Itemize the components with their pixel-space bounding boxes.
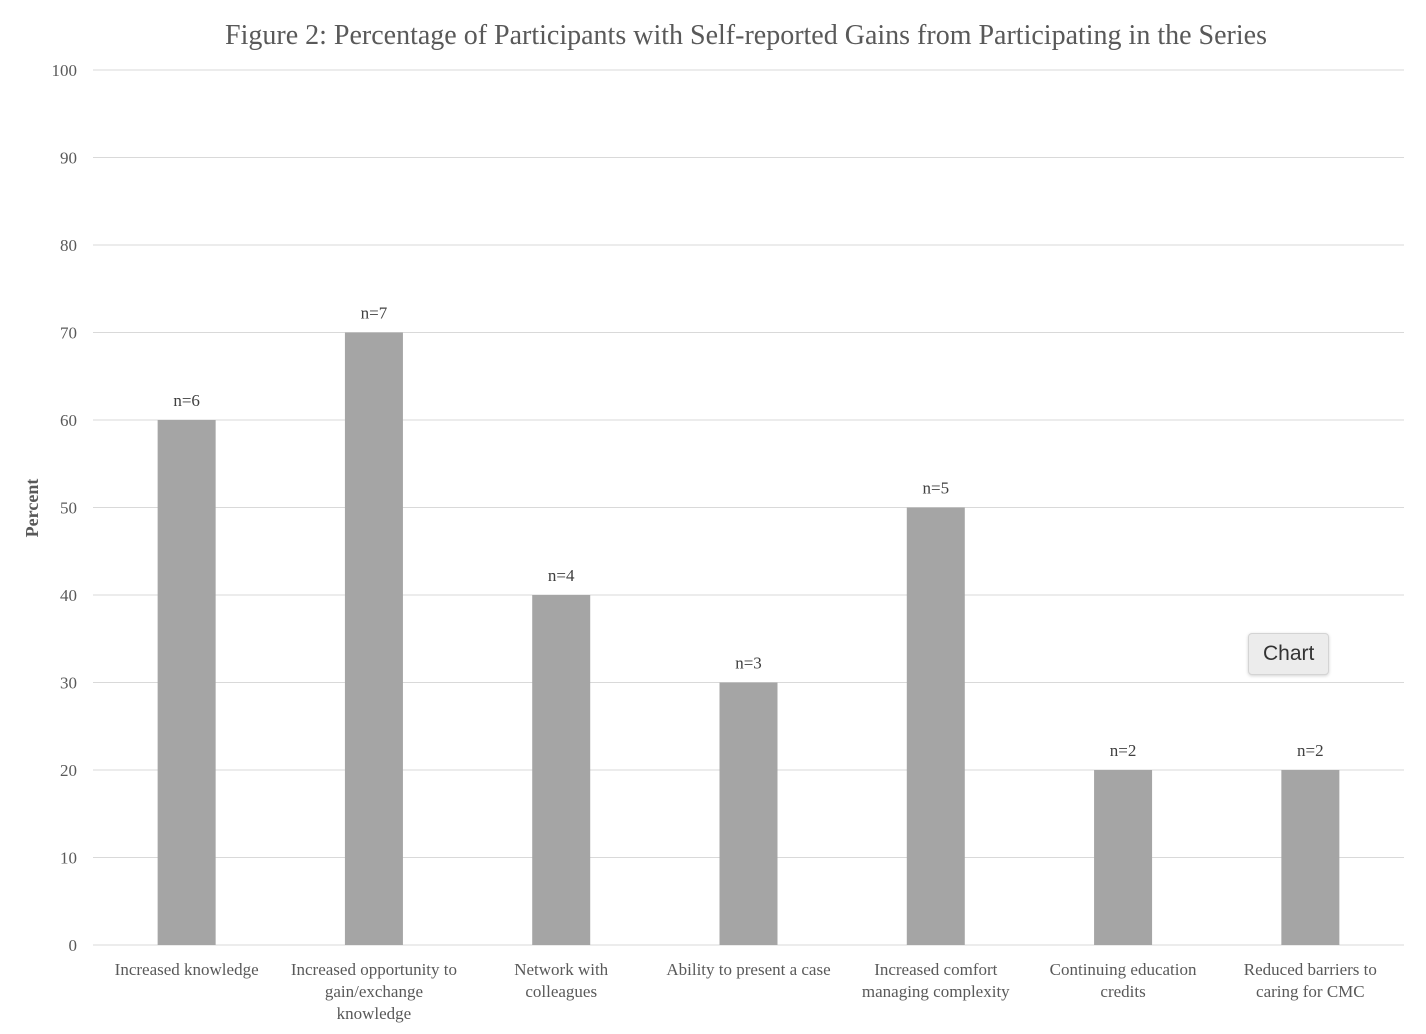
y-tick-label: 80: [60, 236, 77, 255]
x-category-label-line: gain/exchange: [325, 982, 423, 1001]
x-category-label-line: Increased opportunity to: [291, 960, 457, 979]
data-labels: n=6 n=7 n=4 n=3 n=5 n=2 n=2: [173, 304, 1323, 761]
x-category-label-line: Reduced barriers to: [1244, 960, 1377, 979]
bar: [719, 682, 778, 945]
x-category-label-line: Continuing education: [1050, 960, 1197, 979]
bars: [157, 332, 1340, 945]
y-tick-label: 40: [60, 586, 77, 605]
bar: [344, 332, 403, 945]
x-category-label: Increased knowledge: [115, 960, 259, 979]
bar: [1281, 770, 1340, 945]
x-category-label-line: Increased comfort: [874, 960, 997, 979]
y-axis-ticks: 0 10 20 30 40 50 60 70 80 90 100: [52, 61, 78, 955]
x-category-label-line: Increased knowledge: [115, 960, 259, 979]
y-tick-label: 70: [60, 324, 77, 343]
bar: [906, 507, 965, 945]
y-tick-label: 60: [60, 411, 77, 430]
data-label: n=3: [735, 654, 762, 673]
data-label: n=2: [1110, 741, 1137, 760]
x-category-label-line: Ability to present a case: [666, 960, 830, 979]
x-axis-categories: Increased knowledge Increased opportunity…: [115, 960, 1377, 1023]
x-category-label: Increased comfort managing complexity: [862, 960, 1010, 1001]
x-category-label: Increased opportunity to gain/exchange kno…: [291, 960, 457, 1023]
x-category-label-line: caring for CMC: [1256, 982, 1365, 1001]
x-category-label-line: managing complexity: [862, 982, 1010, 1001]
data-label: n=6: [173, 391, 200, 410]
x-category-label-line: Network with: [514, 960, 608, 979]
data-label: n=4: [548, 566, 575, 585]
data-label: n=5: [922, 479, 949, 498]
y-tick-label: 50: [60, 499, 77, 518]
y-axis-label: Percent: [22, 479, 42, 538]
data-label: n=2: [1297, 741, 1324, 760]
x-category-label-line: credits: [1100, 982, 1145, 1001]
y-tick-label: 0: [69, 936, 78, 955]
y-tick-label: 90: [60, 149, 77, 168]
chart-tooltip: Chart: [1248, 633, 1330, 675]
y-tick-label: 10: [60, 849, 77, 868]
data-label: n=7: [361, 304, 388, 323]
y-tick-label: 100: [52, 61, 78, 80]
y-tick-label: 30: [60, 674, 77, 693]
x-category-label-line: knowledge: [337, 1004, 412, 1023]
x-category-label: Reduced barriers to caring for CMC: [1244, 960, 1377, 1001]
x-category-label: Ability to present a case: [666, 960, 830, 979]
x-category-label: Network with colleagues: [514, 960, 608, 1001]
bar: [532, 595, 591, 945]
bar: [157, 420, 216, 945]
y-tick-label: 20: [60, 761, 77, 780]
x-category-label: Continuing education credits: [1050, 960, 1197, 1001]
bar: [1094, 770, 1153, 945]
chart-title: Figure 2: Percentage of Participants wit…: [225, 20, 1267, 51]
gridlines: [93, 69, 1404, 946]
x-category-label-line: colleagues: [525, 982, 597, 1001]
